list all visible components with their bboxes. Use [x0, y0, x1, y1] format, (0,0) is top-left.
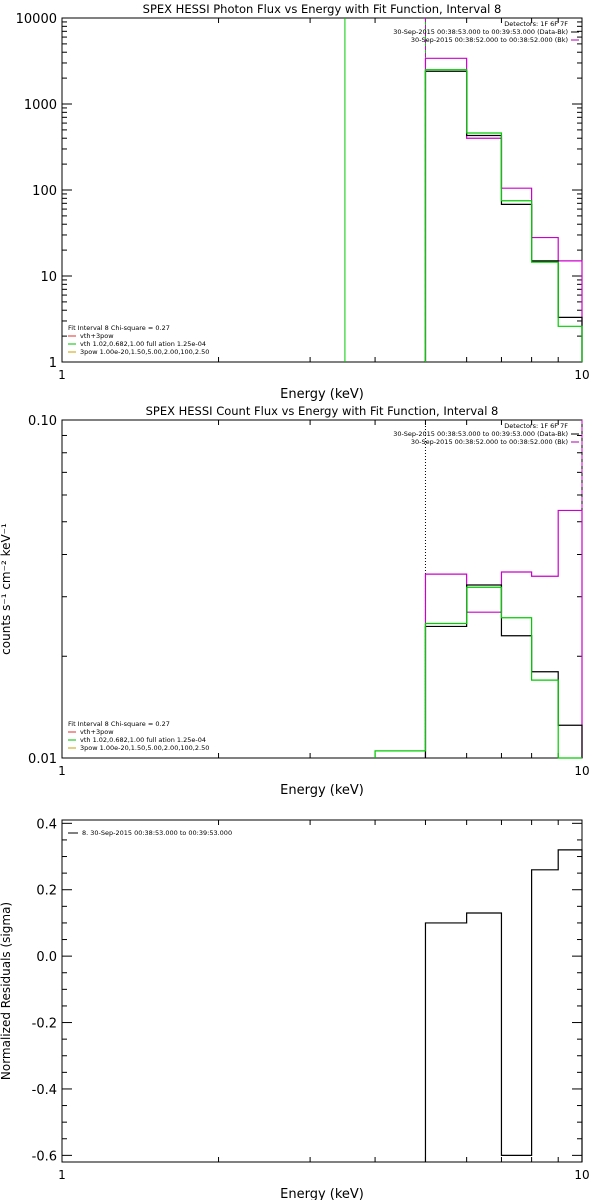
chart3-y-tick-label: 0.2: [36, 884, 57, 899]
chart2-xlabel: Energy (keV): [280, 783, 364, 798]
chart3-y-tick-label: 0.4: [36, 817, 57, 832]
chart2-legend-text: 3pow 1.00e-20,1.50,5.00,2.00,100,2.50: [80, 744, 209, 752]
chart1-series-2: [424, 70, 583, 362]
chart1-info-text: Detectors: 1F 6F 7F: [504, 20, 568, 28]
chart1-x-tick-label: 10: [574, 368, 589, 382]
chart3-y-tick-label: -0.4: [32, 1083, 57, 1098]
chart3-legend-text: 8. 30-Sep-2015 00:38:53.000 to 00:39:53.…: [82, 829, 232, 837]
chart1-info-text: 30-Sep-2015 00:38:53.000 to 00:39:53.000…: [393, 28, 568, 36]
chart1-xlabel: Energy (keV): [280, 387, 364, 402]
chart2-y-tick-label: 0.10: [28, 414, 57, 429]
chart3-y-tick-label: 0.0: [36, 950, 57, 965]
chart1-y-tick-label: 10: [40, 270, 57, 285]
chart1-y-tick-label: 10000: [16, 12, 57, 27]
chart2-info-text: Detectors: 1F 6F 7F: [504, 422, 568, 430]
chart2-info-text: 30-Sep-2015 00:38:52.000 to 00:38:52.000…: [411, 438, 568, 446]
chart1-axes-box: [61, 17, 583, 363]
chart1-legend-text: 3pow 1.00e-20,1.50,5.00,2.00,100,2.50: [80, 348, 209, 356]
chart2-info-text: 30-Sep-2015 00:38:53.000 to 00:39:53.000…: [393, 430, 568, 438]
chart3-axes-box: [61, 819, 583, 1163]
chart3-y-tick-label: -0.6: [32, 1149, 57, 1164]
chart2-y-tick-label: 0.01: [28, 752, 57, 767]
chart1-series-1: [424, 57, 583, 362]
chart2-legend-text: vth 1.02,0.682,1.00 full ation 1.25e-04: [80, 736, 206, 744]
chart1-series-3: [424, 69, 583, 362]
chart1-legend-text: Fit Interval 8 Chi-square = 0.27: [68, 324, 170, 332]
chart3-ylabel: Normalized Residuals (sigma): [0, 902, 13, 1080]
chart2-series-1: [424, 509, 583, 758]
chart1-info-text: 30-Sep-2015 00:38:52.000 to 00:38:52.000…: [411, 36, 568, 44]
chart1-x-tick-label: 1: [58, 368, 66, 382]
chart2-x-tick-label: 1: [58, 764, 66, 778]
chart3-xlabel: Energy (keV): [280, 1187, 364, 1200]
chart3-series-1: [424, 849, 583, 1162]
chart1-title: SPEX HESSI Photon Flux vs Energy with Fi…: [143, 2, 502, 16]
chart1-y-tick-label: 1: [49, 356, 57, 371]
chart2-title: SPEX HESSI Count Flux vs Energy with Fit…: [146, 404, 499, 418]
chart2-ylabel: counts s⁻¹ cm⁻² keV⁻¹: [0, 523, 13, 655]
chart2-series-3: [374, 586, 582, 759]
chart2-legend-text: Fit Interval 8 Chi-square = 0.27: [68, 720, 170, 728]
chart1-y-tick-label: 100: [32, 184, 57, 199]
chart3-x-tick-label: 1: [58, 1168, 66, 1182]
chart1-legend-text: vth 1.02,0.682,1.00 full ation 1.25e-04: [80, 340, 206, 348]
chart1-legend-text: vth+3pow: [80, 332, 114, 340]
chart1-y-tick-label: 1000: [24, 98, 57, 113]
chart2-x-tick-label: 10: [574, 764, 589, 778]
chart3-x-tick-label: 10: [574, 1168, 589, 1182]
chart2-legend-text: vth+3pow: [80, 728, 114, 736]
chart2-series-2: [424, 584, 583, 758]
chart3-y-tick-label: -0.2: [32, 1017, 57, 1032]
chart2-axes-box: [61, 419, 583, 759]
